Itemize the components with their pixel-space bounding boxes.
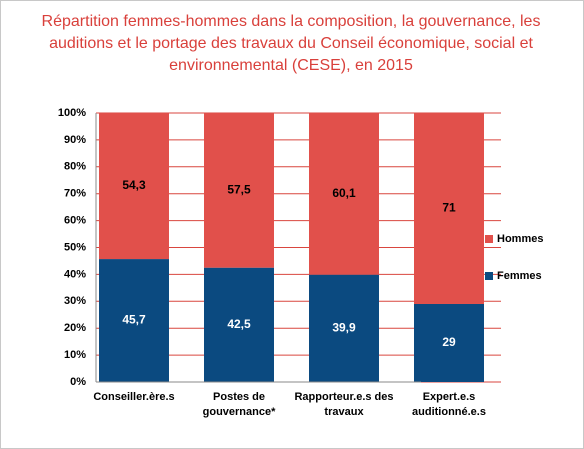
y-tick-label: 20% <box>64 322 86 334</box>
data-label: 29 <box>442 335 456 349</box>
data-label: 39,9 <box>332 321 356 335</box>
bar-segment <box>414 303 484 382</box>
y-tick-label: 60% <box>64 215 86 227</box>
data-label: 60,1 <box>332 186 356 200</box>
bar-segment <box>99 113 169 260</box>
y-tick-label: 50% <box>64 241 86 253</box>
data-label: 42,5 <box>227 317 251 331</box>
legend-swatch <box>485 235 493 243</box>
y-tick-label: 10% <box>64 349 86 361</box>
legend-label: Femmes <box>497 270 542 282</box>
y-tick-label: 80% <box>64 161 86 173</box>
data-label: 45,7 <box>122 313 146 327</box>
y-tick-label: 70% <box>64 188 86 200</box>
legend-label: Hommes <box>497 233 543 245</box>
data-label: 54,3 <box>122 178 146 192</box>
bar-segment <box>204 267 274 382</box>
data-label: 57,5 <box>227 183 251 197</box>
data-label: 71 <box>442 201 456 215</box>
y-tick-label: 30% <box>64 295 86 307</box>
x-tick-label: Postes de gouvernance* <box>202 391 276 418</box>
bar-segment <box>99 259 169 382</box>
x-tick-label: Expert.e.s auditionné.e.s <box>412 391 486 418</box>
x-tick-label: Conseiller.ère.s <box>93 391 175 403</box>
chart-title: Répartition femmes-hommes dans la compos… <box>41 13 541 74</box>
x-tick-label: Rapporteur.e.s des travaux <box>294 391 394 418</box>
bar-segment <box>414 113 484 304</box>
bar-segment <box>309 274 379 382</box>
y-tick-label: 40% <box>64 268 86 280</box>
y-tick-label: 100% <box>58 107 86 119</box>
y-tick-label: 0% <box>70 376 86 388</box>
bar-segment <box>309 113 379 275</box>
bar-segment <box>204 113 274 268</box>
y-tick-label: 90% <box>64 134 86 146</box>
legend-swatch <box>485 272 493 280</box>
